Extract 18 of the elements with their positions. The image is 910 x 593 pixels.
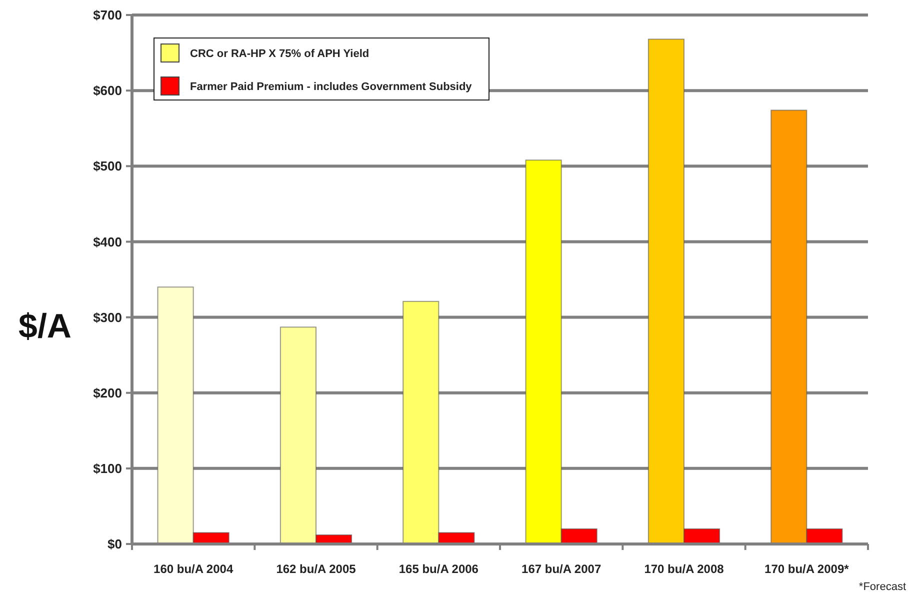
text: *Forecast <box>858 581 906 593</box>
y-axis-title: $/A <box>18 308 72 346</box>
y-tick-label: $400 <box>93 234 122 250</box>
x-tick-label: 167 bu/A 2007 <box>522 562 602 576</box>
x-tick-label: 165 bu/A 2006 <box>398 562 479 576</box>
y-tick-label: $300 <box>93 310 122 325</box>
y-tick-label: $600 <box>93 83 122 98</box>
legend-label: Farmer Paid Premium - includes Government Subsidy <box>190 81 473 93</box>
x-tick-label: 170 bu/A 2008 <box>644 562 724 576</box>
y-tick-label: $200 <box>93 385 122 400</box>
y-tick-label: $500 <box>93 158 122 174</box>
x-tick-label: 170 bu/A 2009* <box>764 562 850 576</box>
y-tick-label: $700 <box>93 8 122 23</box>
x-tick-label: 162 bu/A 2005 <box>276 562 356 576</box>
y-tick-label: $100 <box>93 460 122 476</box>
x-tick-label: 160 bu/A 2004 <box>154 562 234 576</box>
legend-label: CRC or RA-HP X 75% of APH Yield <box>190 48 370 60</box>
y-tick-label: $0 <box>108 536 122 552</box>
